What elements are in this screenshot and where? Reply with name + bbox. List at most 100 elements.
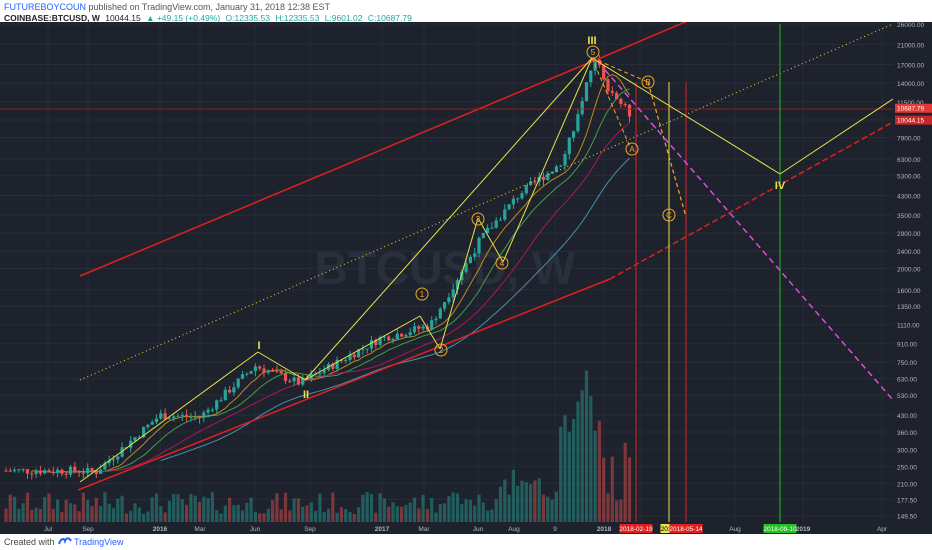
candle-body — [550, 171, 554, 174]
price-tick-label: 5300.00 — [897, 174, 921, 181]
symbol-watermark: BTCUSD, W — [315, 242, 576, 294]
tradingview-logo-icon[interactable] — [58, 535, 72, 549]
candle-body — [296, 377, 300, 385]
candle-body — [193, 416, 197, 418]
volume-bar — [404, 504, 408, 522]
volume-bar — [537, 478, 541, 522]
volume-bar — [266, 508, 270, 522]
time-tick-label: Apr — [877, 526, 888, 533]
candle-body — [283, 373, 288, 381]
time-tick-label: 2017 — [375, 526, 390, 533]
volume-bar — [451, 492, 455, 522]
candle-body — [163, 413, 167, 420]
volume-bar — [563, 415, 567, 522]
candle-body — [245, 373, 249, 375]
volume-bar — [447, 496, 451, 522]
wave-label: I — [257, 340, 260, 352]
candle-body — [576, 114, 580, 132]
wave-label: A — [629, 145, 635, 154]
price-change: ▲ +49.15 (+0.49%) — [146, 13, 221, 23]
candle-body — [357, 349, 361, 358]
candle-body — [318, 373, 322, 375]
volume-bar — [25, 492, 30, 522]
volume-bar — [365, 492, 369, 522]
candle-body — [494, 220, 498, 228]
time-tick-label: Jun — [250, 526, 261, 533]
symbol-name[interactable]: COINBASE:BTCUSD, W — [4, 13, 100, 23]
candle-body — [111, 459, 116, 461]
volume-bar — [111, 508, 116, 522]
candle-body — [615, 92, 619, 99]
price-tick-label: 750.00 — [897, 360, 917, 367]
volume-bar — [494, 499, 498, 522]
candle-body — [236, 378, 240, 388]
date-marker — [763, 524, 797, 533]
candle-body — [421, 326, 425, 329]
channel-upper-line — [79, 53, 611, 277]
tradingview-link[interactable]: TradingView — [74, 537, 124, 547]
candle-body — [361, 348, 365, 350]
candle-body — [185, 414, 189, 417]
candle-body — [400, 333, 404, 337]
candle-body — [529, 181, 533, 185]
volume-bar — [283, 492, 288, 522]
candle-body — [189, 416, 193, 418]
date-marker-label: 2018-09-10 — [763, 526, 797, 533]
volume-bar — [236, 504, 240, 522]
volume-bar — [507, 494, 511, 522]
author-link[interactable]: FUTUREBOYCOUN — [4, 2, 87, 12]
volume-bar — [352, 513, 356, 522]
volume-bar — [395, 506, 399, 522]
volume-bar — [167, 500, 171, 522]
volume-bar — [38, 508, 42, 522]
candle-body — [451, 289, 455, 298]
candle-body — [4, 470, 8, 472]
wave-line — [591, 57, 781, 175]
volume-bar — [13, 496, 17, 522]
date-marker-label: 2018-05-14 — [669, 526, 703, 533]
price-tick-label: 4300.00 — [897, 194, 921, 201]
volume-bar — [4, 508, 8, 522]
volume-bar — [464, 499, 468, 522]
projection-line — [604, 69, 894, 401]
candle-body — [584, 82, 589, 102]
wave-label-circle — [625, 142, 639, 156]
price-tick-label: 149.50 — [897, 514, 917, 521]
price-marker — [895, 115, 932, 125]
volume-bar — [619, 499, 623, 522]
candle-body — [559, 165, 563, 167]
subwave-line — [502, 57, 593, 263]
volume-bar — [533, 480, 537, 522]
price-tick-label: 1110.00 — [897, 323, 920, 330]
volume-bar — [468, 500, 472, 522]
candle-body — [210, 409, 214, 411]
candle-body — [623, 104, 627, 106]
candle-body — [232, 387, 236, 393]
candle-body — [17, 469, 21, 471]
correction-line — [591, 57, 631, 148]
volume-bar — [129, 510, 133, 522]
candle-body — [266, 370, 270, 373]
candle-body — [490, 227, 494, 229]
candle-body — [339, 359, 343, 361]
volume-bar — [301, 506, 305, 522]
volume-bar — [477, 494, 481, 522]
time-tick-label: Sep — [304, 526, 316, 533]
candle-body — [215, 400, 219, 410]
candle-body — [417, 326, 421, 329]
price-tick-label: 2400.00 — [897, 249, 921, 256]
wave-line — [779, 98, 894, 175]
chart-area[interactable]: BTCUSD, W I II III IV 1 2 3 4 5 A B C 26000.00 21000… — [0, 0, 932, 534]
candle-body — [271, 370, 275, 372]
volume-bar — [511, 469, 515, 522]
volume-bar — [73, 504, 77, 522]
volume-bar — [154, 493, 159, 522]
wave-label-circle — [434, 343, 448, 357]
volume-bar — [124, 513, 128, 522]
volume-bar — [498, 486, 503, 522]
candle-body — [137, 437, 141, 439]
wave-label: III — [587, 35, 596, 47]
candle-body — [154, 418, 159, 423]
